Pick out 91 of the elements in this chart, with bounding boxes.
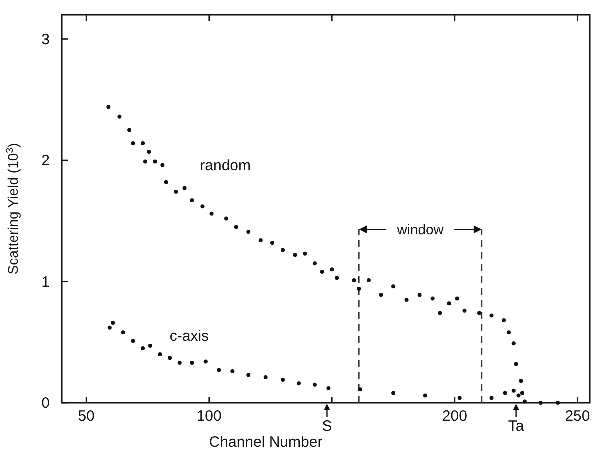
point <box>131 339 136 344</box>
annotation: S <box>322 418 332 435</box>
point <box>246 230 251 234</box>
point <box>312 382 317 387</box>
point <box>270 240 274 245</box>
x-tick-label: 250 <box>565 408 590 425</box>
point <box>366 278 371 283</box>
x-tick-label: 100 <box>196 408 222 425</box>
point <box>392 391 396 396</box>
point <box>520 391 524 396</box>
point <box>392 284 396 289</box>
point <box>335 276 340 280</box>
annotation: Ta <box>508 418 525 435</box>
point <box>320 270 324 274</box>
point <box>281 378 286 382</box>
point <box>148 344 152 348</box>
point <box>312 262 317 266</box>
point <box>352 278 356 283</box>
point <box>293 253 298 258</box>
point <box>153 160 158 164</box>
point <box>490 396 494 400</box>
y-tick-label: 1 <box>42 274 50 291</box>
ref-line-label: window <box>396 222 445 238</box>
point <box>358 388 362 392</box>
point <box>506 330 511 335</box>
point <box>217 368 222 372</box>
point <box>477 311 482 316</box>
point <box>330 268 334 272</box>
series-label: random <box>200 158 252 175</box>
point <box>230 369 235 374</box>
point <box>490 314 494 318</box>
x-axis-title: Channel Number <box>209 434 323 451</box>
point <box>234 225 238 230</box>
point <box>158 352 162 356</box>
point <box>438 311 442 316</box>
y-tick-label: 2 <box>42 152 50 170</box>
point <box>423 394 428 398</box>
series-label: c-axis <box>170 328 210 345</box>
point <box>168 356 172 360</box>
point <box>174 190 178 194</box>
point <box>264 376 268 380</box>
point <box>519 379 524 384</box>
point <box>118 114 122 119</box>
point <box>458 396 462 400</box>
point <box>182 186 187 190</box>
point <box>326 386 331 390</box>
point <box>210 212 214 216</box>
point <box>556 401 560 405</box>
point <box>128 128 132 132</box>
point <box>141 346 146 350</box>
point <box>190 198 194 203</box>
point <box>121 330 126 335</box>
point <box>204 360 208 364</box>
point <box>147 150 152 154</box>
point <box>164 180 168 184</box>
x-tick-label: 200 <box>442 408 468 425</box>
point <box>106 105 111 110</box>
point <box>190 360 194 365</box>
point <box>357 287 362 292</box>
y-tick-label: 3 <box>42 31 50 48</box>
point <box>144 160 148 164</box>
x-tick-label: 50 <box>78 408 95 425</box>
point <box>178 360 182 365</box>
point <box>160 163 165 168</box>
point <box>404 298 409 302</box>
point <box>455 296 460 301</box>
point <box>111 320 116 325</box>
point <box>430 296 435 301</box>
point <box>296 382 301 386</box>
point <box>512 388 516 393</box>
point <box>131 142 136 146</box>
point <box>108 326 112 330</box>
point <box>303 252 308 256</box>
point <box>246 373 251 378</box>
point <box>503 391 508 396</box>
point <box>516 394 521 398</box>
point <box>224 216 229 221</box>
point <box>141 142 146 146</box>
point <box>512 342 516 346</box>
point <box>522 400 527 404</box>
point <box>538 401 543 405</box>
point <box>418 293 422 298</box>
point <box>258 238 263 243</box>
point <box>200 204 205 209</box>
point <box>447 302 452 306</box>
point <box>462 308 467 313</box>
y-tick-label: 0 <box>42 395 50 412</box>
point <box>514 362 518 366</box>
point <box>502 318 506 323</box>
point <box>379 293 384 298</box>
point <box>281 248 286 252</box>
